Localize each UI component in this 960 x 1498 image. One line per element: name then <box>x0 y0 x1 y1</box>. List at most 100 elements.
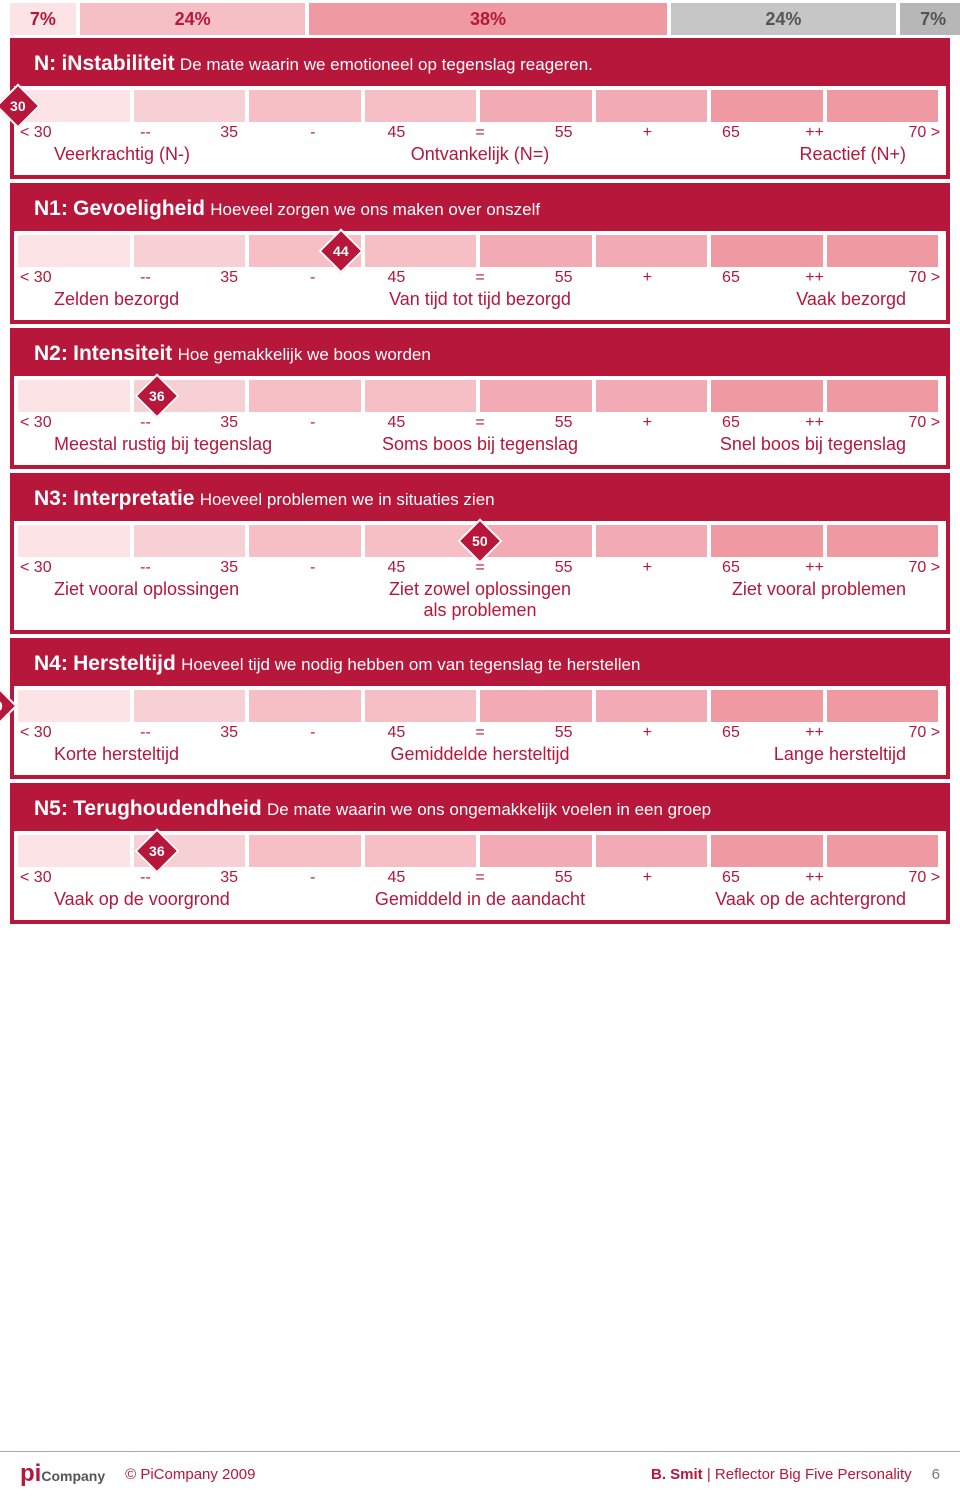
scale-cell <box>365 90 477 122</box>
panel-sub: De mate waarin we emotioneel op tegensla… <box>180 55 593 74</box>
scale-cell <box>249 90 361 122</box>
label-mid: Van tijd tot tijd bezorgd <box>338 289 622 310</box>
scale-cell <box>18 835 130 867</box>
label-high: Snel boos bij tegenslag <box>622 434 906 455</box>
axis-N: < 30--35-45=55+65++70 > <box>14 122 946 142</box>
scale-cell <box>711 690 823 722</box>
scale-cell <box>596 380 708 412</box>
scale-cell <box>480 380 592 412</box>
panel-header-N3: N3: Interpretatie Hoeveel problemen we i… <box>14 477 946 521</box>
scale-cell <box>827 380 939 412</box>
panel-title: iNstabiliteit <box>61 52 174 75</box>
label-mid: Ontvankelijk (N=) <box>338 144 622 165</box>
scale-cell <box>480 835 592 867</box>
scale-track-N: 30 <box>18 90 942 122</box>
score-value: 36 <box>149 843 165 859</box>
scale-cell <box>827 690 939 722</box>
panel-sub: Hoeveel problemen we in situaties zien <box>200 490 495 509</box>
labels-N: Veerkrachtig (N-)Ontvankelijk (N=)Reacti… <box>14 142 946 171</box>
panel-code: N1: <box>34 197 68 220</box>
axis-N4: < 30--35-45=55+65++70 > <box>14 722 946 742</box>
panel-N2: N2: Intensiteit Hoe gemakkelijk we boos … <box>10 328 950 469</box>
panel-N1: N1: Gevoeligheid Hoeveel zorgen we ons m… <box>10 183 950 324</box>
panel-code: N3: <box>34 487 68 510</box>
label-mid: Ziet zowel oplossingenals problemen <box>338 579 622 620</box>
dist-seg-1: 7% <box>10 3 76 35</box>
labels-N3: Ziet vooral oplossingenZiet zowel oploss… <box>14 577 946 626</box>
panel-code: N4: <box>34 652 68 675</box>
scale-cell <box>134 690 246 722</box>
label-high: Reactief (N+) <box>622 144 906 165</box>
panel-code: N2: <box>34 342 68 365</box>
distribution-bar: 7% 24% 38% 24% 7% <box>10 3 950 35</box>
scale-cell <box>249 835 361 867</box>
label-low: Ziet vooral oplossingen <box>54 579 338 620</box>
labels-N2: Meestal rustig bij tegenslagSoms boos bi… <box>14 432 946 461</box>
dist-seg-2: 24% <box>80 3 306 35</box>
scale-cell <box>18 380 130 412</box>
label-mid: Soms boos bij tegenslag <box>338 434 622 455</box>
panel-sub: Hoeveel tijd we nodig hebben om van tege… <box>181 655 640 674</box>
dist-seg-4: 24% <box>671 3 897 35</box>
panel-N4: N4: Hersteltijd Hoeveel tijd we nodig he… <box>10 638 950 779</box>
panel-code: N5: <box>34 797 68 820</box>
label-mid: Gemiddelde hersteltijd <box>338 744 622 765</box>
labels-N5: Vaak op de voorgrondGemiddeld in de aand… <box>14 887 946 916</box>
panel-title: Gevoeligheid <box>73 197 205 220</box>
scale-cell <box>596 690 708 722</box>
scale-cell <box>134 90 246 122</box>
panel-header-N5: N5: Terughoudendheid De mate waarin we o… <box>14 787 946 831</box>
score-value: 50 <box>472 533 488 549</box>
scale-track-N2: 36 <box>18 380 942 412</box>
panel-title: Intensiteit <box>73 342 172 365</box>
label-low: Zelden bezorgd <box>54 289 338 310</box>
scale-cell <box>827 835 939 867</box>
scale-cell <box>249 380 361 412</box>
panel-code: N: <box>34 52 56 75</box>
label-mid: Gemiddeld in de aandacht <box>338 889 622 910</box>
labels-N4: Korte hersteltijdGemiddelde hersteltijdL… <box>14 742 946 771</box>
panel-title: Terughoudendheid <box>73 797 262 820</box>
panel-title: Hersteltijd <box>73 652 176 675</box>
axis-N1: < 30--35-45=55+65++70 > <box>14 267 946 287</box>
copyright: © PiCompany 2009 <box>125 1466 651 1483</box>
scale-cell <box>18 690 130 722</box>
scale-cell <box>596 835 708 867</box>
panel-title: Interpretatie <box>73 487 194 510</box>
scale-cell <box>827 235 939 267</box>
panel-sub: De mate waarin we ons ongemakkelijk voel… <box>267 800 711 819</box>
panel-sub: Hoe gemakkelijk we boos worden <box>178 345 431 364</box>
score-value: 30 <box>10 98 26 114</box>
scale-cell <box>18 235 130 267</box>
panel-N5: N5: Terughoudendheid De mate waarin we o… <box>10 783 950 924</box>
score-value: 44 <box>334 243 350 259</box>
panel-header-N: N: iNstabiliteit De mate waarin we emoti… <box>14 42 946 86</box>
scale-cell <box>18 525 130 557</box>
scale-cell <box>480 690 592 722</box>
scale-cell <box>827 90 939 122</box>
scale-cell <box>711 380 823 412</box>
label-high: Ziet vooral problemen <box>622 579 906 620</box>
scale-cell <box>134 525 246 557</box>
scale-cell <box>711 525 823 557</box>
scale-track-N3: 50 <box>18 525 942 557</box>
label-high: Lange hersteltijd <box>622 744 906 765</box>
labels-N1: Zelden bezorgdVan tijd tot tijd bezorgdV… <box>14 287 946 316</box>
label-low: Meestal rustig bij tegenslag <box>54 434 338 455</box>
scale-cell <box>596 235 708 267</box>
label-high: Vaak bezorgd <box>622 289 906 310</box>
scale-cell <box>134 235 246 267</box>
panel-N: N: iNstabiliteit De mate waarin we emoti… <box>10 38 950 179</box>
scale-cell <box>365 380 477 412</box>
dist-seg-3: 38% <box>309 3 666 35</box>
label-low: Korte hersteltijd <box>54 744 338 765</box>
scale-cell <box>596 525 708 557</box>
scale-cell <box>827 525 939 557</box>
label-high: Vaak op de achtergrond <box>622 889 906 910</box>
scale-track-N5: 36 <box>18 835 942 867</box>
panel-N3: N3: Interpretatie Hoeveel problemen we i… <box>10 473 950 634</box>
scale-cell <box>711 835 823 867</box>
scale-cell <box>249 690 361 722</box>
page-number: 6 <box>932 1466 940 1483</box>
doc-ref: B. Smit | Reflector Big Five Personality <box>651 1466 912 1483</box>
